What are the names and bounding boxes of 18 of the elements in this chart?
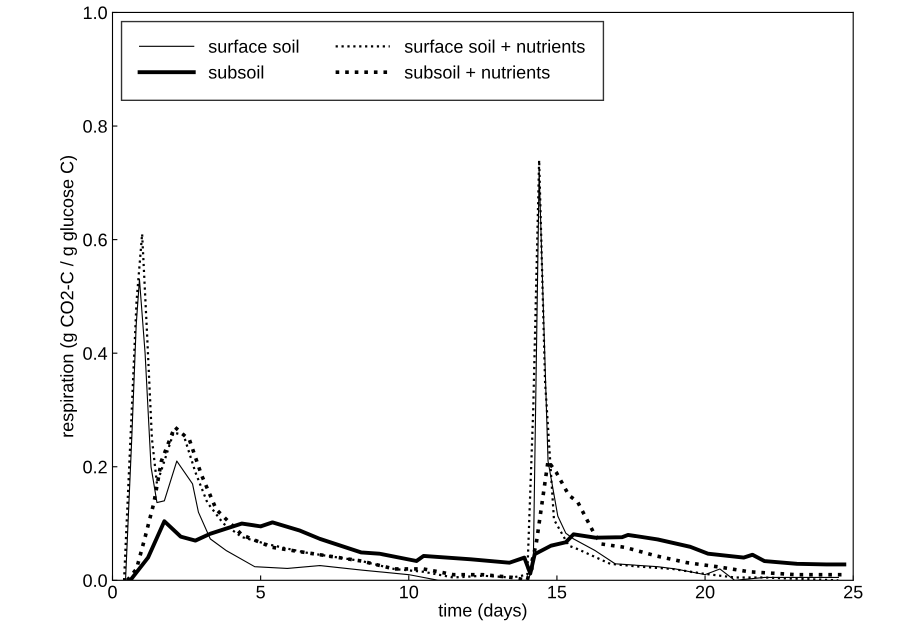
legend-label: surface soil + nutrients [404,40,585,53]
legend-label: surface soil [208,40,298,53]
x-axis-title: time (days) [438,603,526,620]
y-tick-label: 0.4 [83,347,108,360]
x-tick-label: 5 [256,586,265,598]
x-tick-label: 20 [696,586,714,598]
y-axis-title: respiration (g CO2-C / g glucose C) [60,156,77,437]
y-tick-label: 0.0 [83,574,107,588]
legend-label: subsoil [208,65,264,79]
x-tick-label: 0 [108,586,117,598]
legend-label: subsoil + nutrients [404,65,550,79]
y-tick-label: 0.8 [83,120,107,133]
x-tick-label: 15 [548,586,566,598]
y-tick-label: 0.2 [83,460,107,474]
x-tick-label: 25 [844,586,862,598]
y-tick-label: 1.0 [84,6,107,20]
y-tick-label: 0.6 [83,234,107,246]
x-tick-label: 10 [400,586,418,598]
